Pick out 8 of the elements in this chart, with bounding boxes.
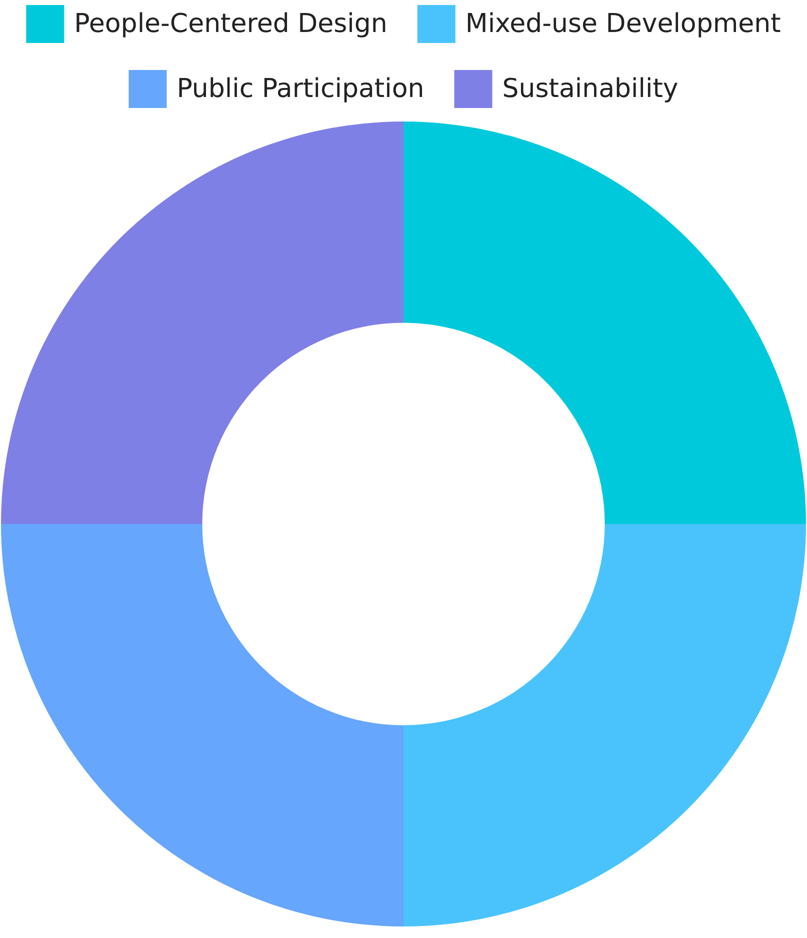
donut-slice [404, 524, 806, 926]
legend-label: Mixed-use Development [465, 9, 781, 39]
legend-label: Public Participation [176, 74, 424, 104]
donut-slice [1, 524, 404, 926]
donut-slice [1, 122, 404, 524]
legend-label: Sustainability [502, 74, 678, 104]
donut-slice [404, 122, 806, 524]
legend-label: People-Centered Design [74, 9, 388, 39]
